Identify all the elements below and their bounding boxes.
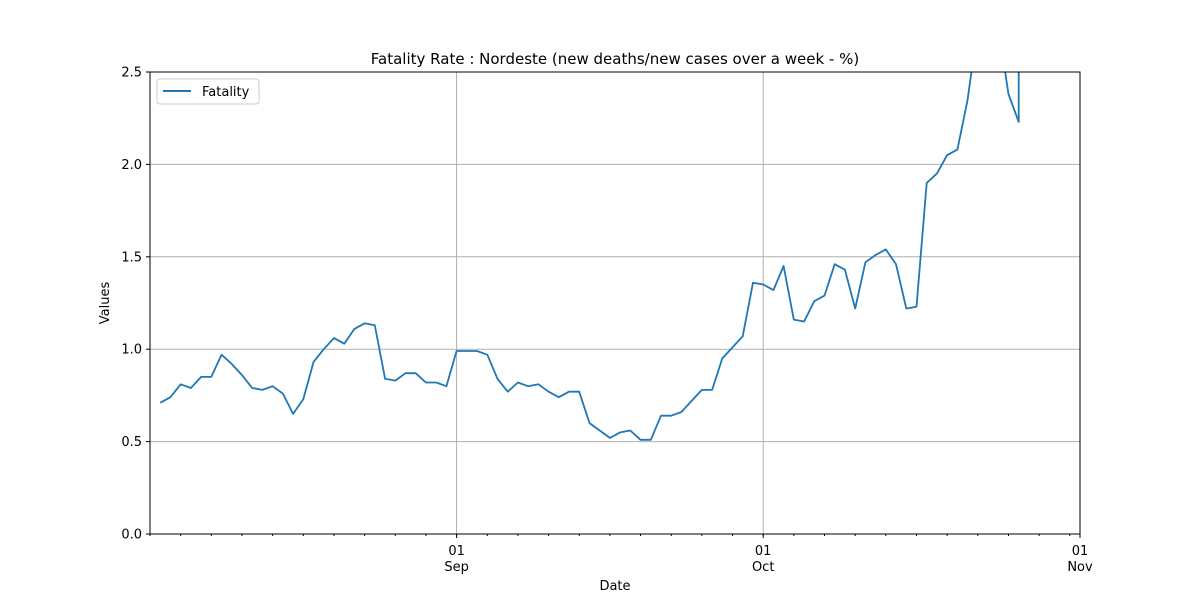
x-tick-day-label: 01 xyxy=(448,544,465,559)
x-tick-month-label: Sep xyxy=(444,560,469,575)
x-tick-month-label: Oct xyxy=(752,560,774,575)
y-tick-label: 0.0 xyxy=(121,528,142,543)
plot-frame xyxy=(149,71,1081,535)
x-tick-day-label: 01 xyxy=(755,544,772,559)
y-tick-label: 0.5 xyxy=(121,435,142,450)
x-axis-label: Date xyxy=(599,579,630,594)
y-tick-label: 2.0 xyxy=(121,158,142,173)
legend: Fatality xyxy=(156,78,260,105)
y-axis-label: Values xyxy=(98,282,113,325)
y-tick-label: 2.5 xyxy=(121,66,142,81)
chart-title: Fatality Rate : Nordeste (new deaths/new… xyxy=(371,50,859,68)
grid xyxy=(150,71,1081,535)
x-tick-day-label: 01 xyxy=(1072,544,1089,559)
y-axis: 0.0 0.5 1.0 1.5 2.0 2.5 xyxy=(121,66,150,543)
y-tick-label: 1.5 xyxy=(121,250,142,265)
y-tick-label: 1.0 xyxy=(121,343,142,358)
series-line-fatality xyxy=(159,72,1020,441)
x-tick-month-label: Nov xyxy=(1067,560,1093,575)
legend-label: Fatality xyxy=(202,85,250,100)
series-layer xyxy=(159,72,1020,441)
legend-box xyxy=(156,78,260,105)
